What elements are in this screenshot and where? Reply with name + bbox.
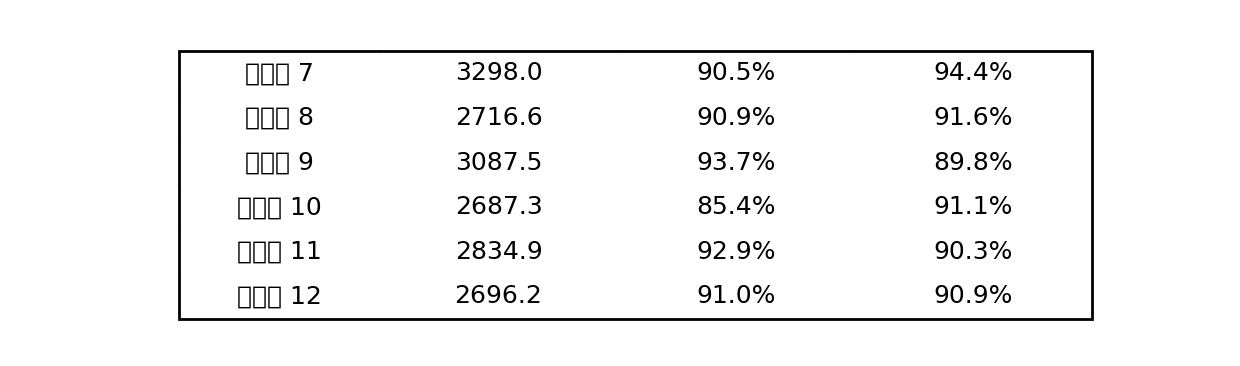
Text: 92.9%: 92.9% bbox=[696, 240, 776, 264]
Text: 91.1%: 91.1% bbox=[934, 195, 1013, 219]
Text: 90.9%: 90.9% bbox=[696, 106, 775, 130]
Text: 实施例 9: 实施例 9 bbox=[246, 150, 314, 175]
Text: 3087.5: 3087.5 bbox=[455, 150, 542, 175]
Text: 实施例 7: 实施例 7 bbox=[246, 61, 314, 85]
Text: 实施例 8: 实施例 8 bbox=[246, 106, 314, 130]
Text: 91.0%: 91.0% bbox=[696, 284, 775, 309]
Text: 90.3%: 90.3% bbox=[934, 240, 1013, 264]
Text: 2687.3: 2687.3 bbox=[455, 195, 542, 219]
Text: 93.7%: 93.7% bbox=[696, 150, 775, 175]
Text: 2716.6: 2716.6 bbox=[455, 106, 542, 130]
Text: 85.4%: 85.4% bbox=[696, 195, 776, 219]
Text: 90.9%: 90.9% bbox=[934, 284, 1013, 309]
Text: 90.5%: 90.5% bbox=[697, 61, 775, 85]
Text: 3298.0: 3298.0 bbox=[455, 61, 542, 85]
Text: 实施例 11: 实施例 11 bbox=[237, 240, 322, 264]
Text: 94.4%: 94.4% bbox=[934, 61, 1013, 85]
Text: 实施例 10: 实施例 10 bbox=[237, 195, 322, 219]
Text: 91.6%: 91.6% bbox=[934, 106, 1013, 130]
Text: 89.8%: 89.8% bbox=[934, 150, 1013, 175]
Text: 2696.2: 2696.2 bbox=[455, 284, 542, 309]
Text: 实施例 12: 实施例 12 bbox=[237, 284, 322, 309]
Text: 2834.9: 2834.9 bbox=[455, 240, 542, 264]
